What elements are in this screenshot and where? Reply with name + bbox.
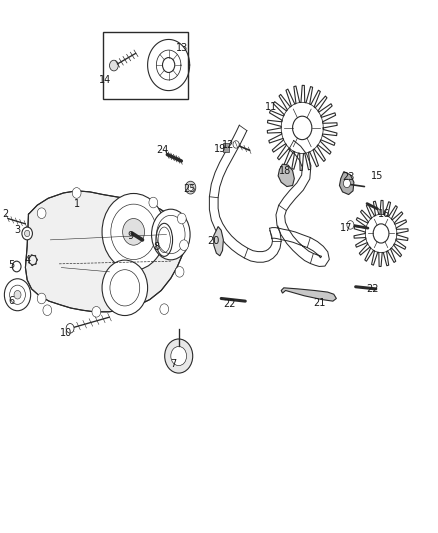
Circle shape bbox=[22, 227, 32, 240]
Text: 10: 10 bbox=[60, 328, 72, 338]
Text: 6: 6 bbox=[8, 296, 14, 306]
Circle shape bbox=[25, 230, 30, 237]
Circle shape bbox=[185, 181, 196, 194]
Circle shape bbox=[165, 339, 193, 373]
Text: 14: 14 bbox=[99, 75, 111, 85]
Text: 9: 9 bbox=[127, 231, 134, 240]
Circle shape bbox=[160, 304, 169, 314]
Text: 5: 5 bbox=[8, 261, 14, 270]
Ellipse shape bbox=[156, 215, 185, 254]
Circle shape bbox=[102, 260, 148, 316]
Polygon shape bbox=[214, 227, 223, 256]
Circle shape bbox=[347, 221, 354, 229]
Circle shape bbox=[180, 240, 188, 251]
Text: 2: 2 bbox=[2, 209, 8, 219]
Circle shape bbox=[10, 285, 25, 304]
Circle shape bbox=[37, 293, 46, 304]
Text: 8: 8 bbox=[154, 243, 160, 252]
Text: 7: 7 bbox=[170, 359, 176, 368]
Circle shape bbox=[177, 213, 186, 224]
Circle shape bbox=[188, 184, 193, 191]
Circle shape bbox=[43, 305, 52, 316]
Circle shape bbox=[162, 58, 175, 72]
Circle shape bbox=[123, 219, 145, 245]
Text: 16: 16 bbox=[378, 209, 391, 219]
Text: 22: 22 bbox=[224, 299, 236, 309]
Circle shape bbox=[37, 208, 46, 219]
Circle shape bbox=[102, 193, 165, 270]
Circle shape bbox=[110, 270, 140, 306]
Circle shape bbox=[12, 261, 21, 272]
Circle shape bbox=[175, 266, 184, 277]
Text: 22: 22 bbox=[366, 284, 378, 294]
Circle shape bbox=[4, 279, 31, 311]
Circle shape bbox=[111, 204, 156, 260]
Circle shape bbox=[171, 346, 187, 366]
Text: 24: 24 bbox=[156, 146, 168, 155]
Ellipse shape bbox=[152, 209, 190, 260]
Text: 17: 17 bbox=[340, 223, 352, 233]
Text: 21: 21 bbox=[314, 298, 326, 308]
Text: 18: 18 bbox=[279, 166, 292, 175]
Circle shape bbox=[293, 116, 312, 140]
Text: 11: 11 bbox=[265, 102, 278, 111]
Text: 1: 1 bbox=[74, 199, 80, 208]
Text: 20: 20 bbox=[208, 236, 220, 246]
Circle shape bbox=[343, 179, 350, 188]
Text: 25: 25 bbox=[183, 184, 195, 194]
Text: 13: 13 bbox=[176, 43, 188, 53]
Text: 12: 12 bbox=[223, 140, 235, 150]
Polygon shape bbox=[339, 172, 354, 195]
Polygon shape bbox=[25, 191, 186, 312]
Polygon shape bbox=[278, 164, 294, 187]
Circle shape bbox=[110, 60, 118, 71]
FancyBboxPatch shape bbox=[103, 32, 188, 99]
Text: 4: 4 bbox=[24, 255, 30, 265]
Circle shape bbox=[66, 324, 74, 333]
Circle shape bbox=[14, 290, 21, 299]
Circle shape bbox=[92, 306, 101, 317]
Circle shape bbox=[72, 188, 81, 198]
Text: 23: 23 bbox=[342, 172, 354, 182]
Text: 15: 15 bbox=[371, 171, 384, 181]
Bar bbox=[223, 143, 229, 152]
Text: 3: 3 bbox=[14, 225, 21, 235]
Circle shape bbox=[233, 141, 239, 148]
Circle shape bbox=[373, 224, 389, 243]
Text: 19: 19 bbox=[214, 144, 226, 154]
Polygon shape bbox=[281, 288, 336, 301]
Circle shape bbox=[149, 197, 158, 208]
